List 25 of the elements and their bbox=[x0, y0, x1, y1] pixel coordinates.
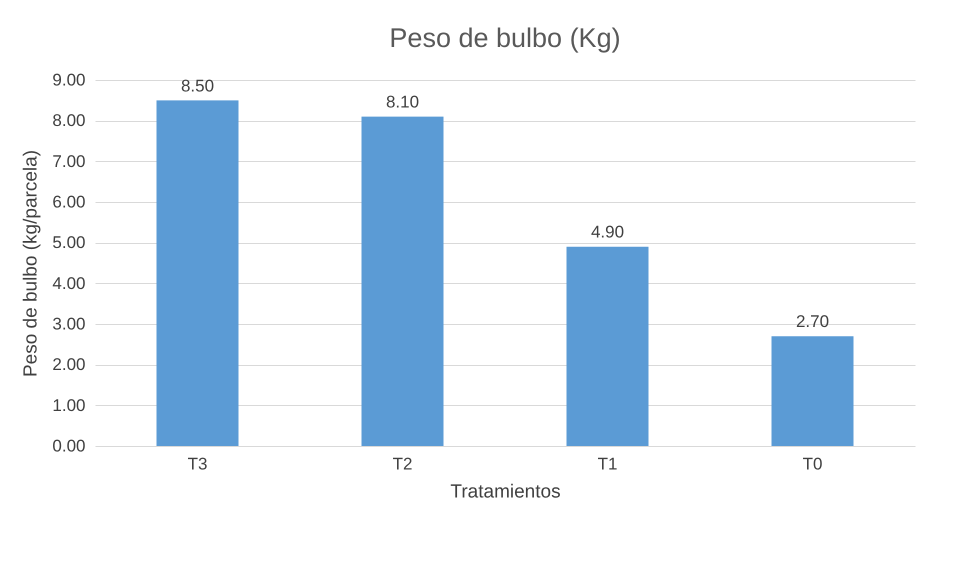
data-label: 4.90 bbox=[590, 222, 624, 242]
data-label: 8.10 bbox=[386, 92, 420, 112]
y-tick-label: 9.00 bbox=[52, 70, 86, 90]
y-tick-label: 5.00 bbox=[52, 233, 86, 252]
bar bbox=[772, 336, 854, 446]
y-tick-label: 3.00 bbox=[52, 314, 86, 334]
y-tick-label: 1.00 bbox=[52, 396, 86, 415]
x-tick-label: T2 bbox=[392, 454, 412, 474]
y-tick-label: 8.00 bbox=[52, 111, 86, 130]
y-tick-label: 7.00 bbox=[52, 152, 86, 171]
bar bbox=[156, 100, 238, 446]
data-label: 8.50 bbox=[180, 76, 214, 96]
x-axis-title: Tratamientos bbox=[450, 482, 561, 502]
y-tick-label: 6.00 bbox=[52, 192, 86, 212]
y-axis-title: Peso de bulbo (kg/parcela) bbox=[20, 150, 42, 378]
chart-title: Peso de bulbo (Kg) bbox=[389, 23, 621, 53]
bar bbox=[566, 246, 648, 446]
y-tick-label: 4.00 bbox=[52, 274, 86, 293]
x-tick-label: T3 bbox=[188, 454, 208, 474]
y-tick-label: 0.00 bbox=[52, 436, 86, 456]
x-tick-label: T1 bbox=[598, 454, 618, 474]
data-label: 2.70 bbox=[796, 312, 830, 332]
bar bbox=[362, 116, 444, 446]
x-tick-label: T0 bbox=[802, 454, 822, 474]
y-tick-label: 2.00 bbox=[52, 355, 86, 374]
